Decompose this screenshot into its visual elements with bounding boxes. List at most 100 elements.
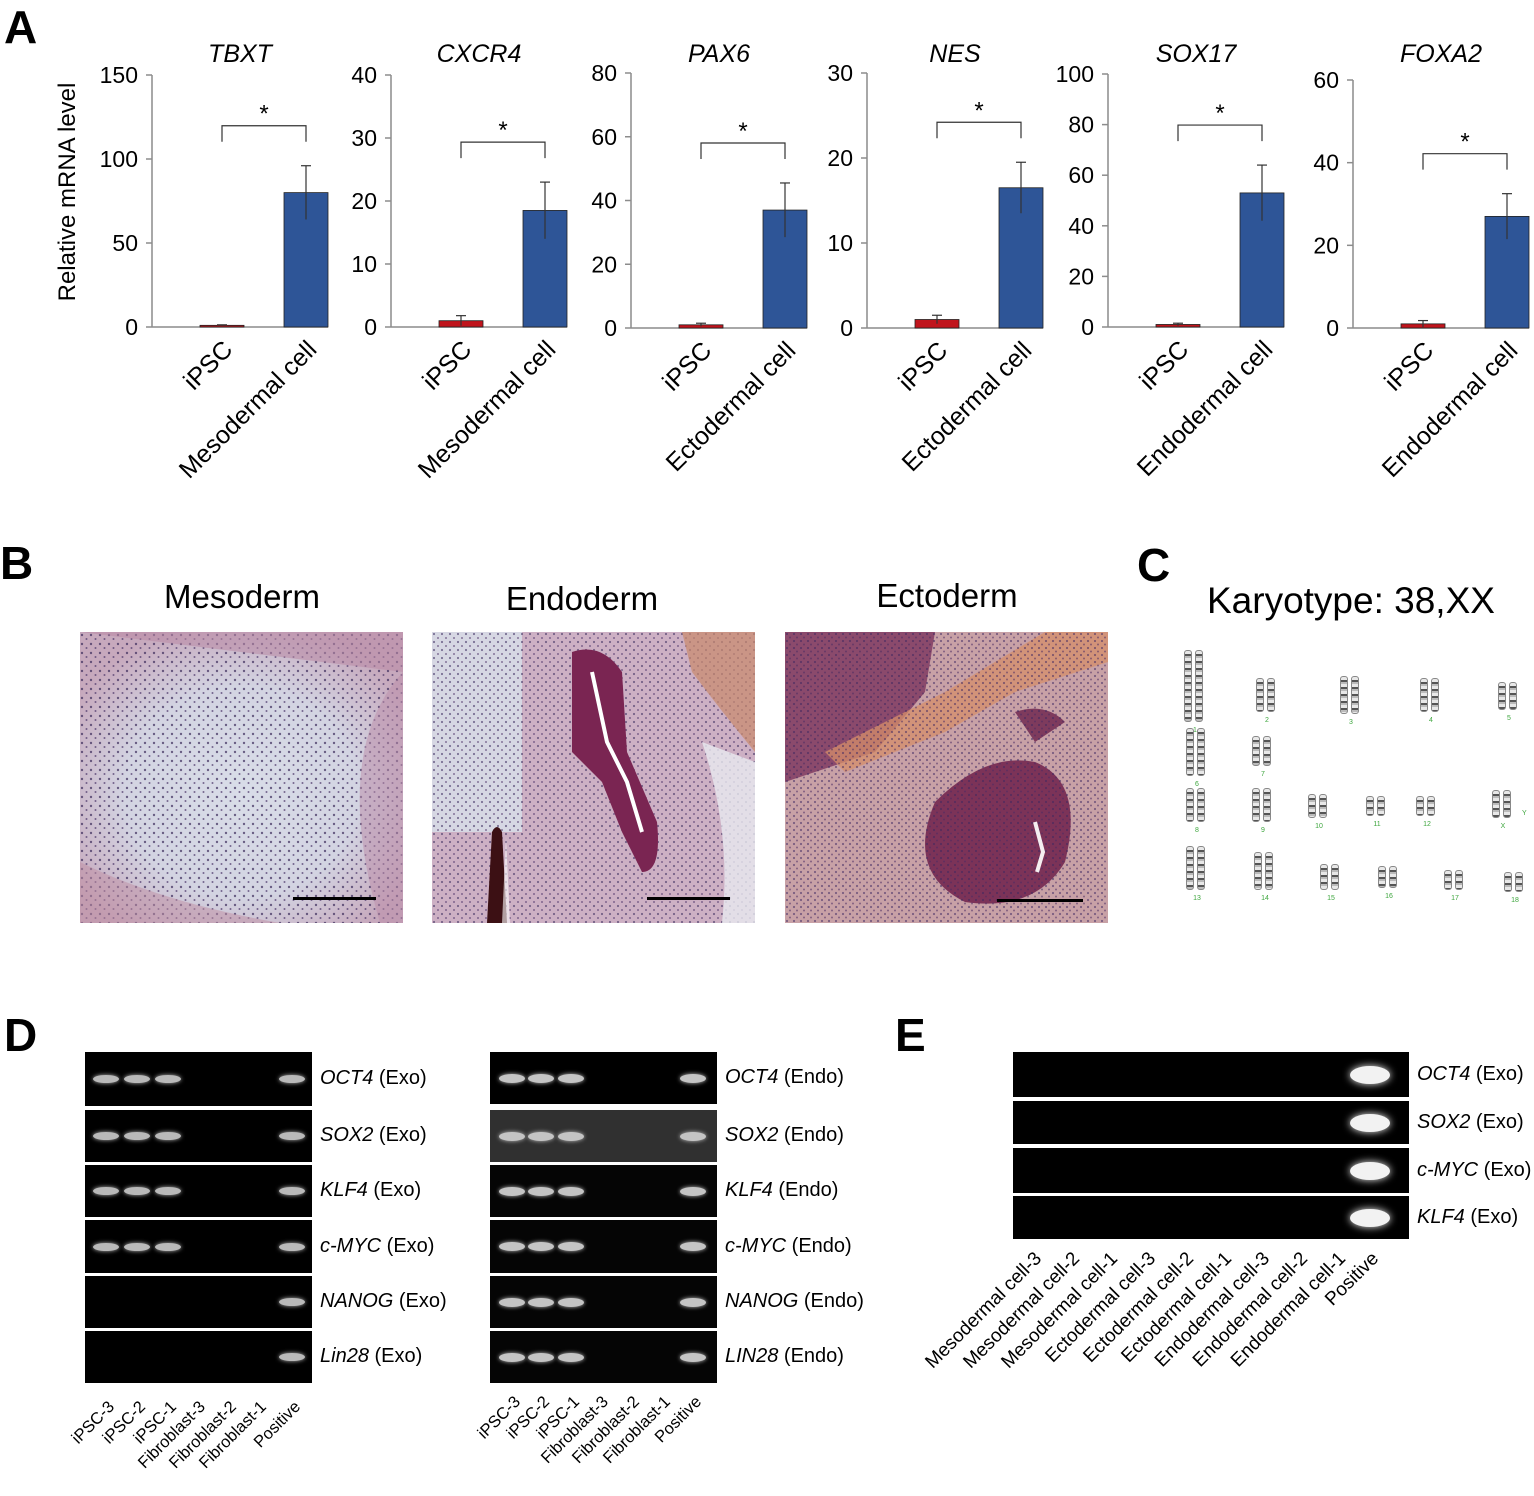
gel-row-label: SOX2 (Exo) (320, 1124, 427, 1146)
gel-band (528, 1352, 554, 1362)
scale-bar-mesoderm (293, 897, 376, 900)
significance-bracket (460, 141, 546, 159)
y-tick-label: 60 (1313, 67, 1339, 93)
y-tick-label: 80 (1068, 112, 1094, 138)
gel-band (279, 1298, 305, 1306)
y-tick-label: 10 (351, 251, 377, 277)
y-tick-label: 20 (1313, 232, 1339, 258)
gel-band (680, 1131, 706, 1141)
chromosome-label: 18 (1511, 897, 1519, 904)
x-tick-label: iPSC (417, 335, 477, 395)
gel-band (499, 1073, 525, 1083)
y-tick-label: 20 (591, 251, 617, 277)
chromosome (1267, 678, 1275, 712)
gel-band (499, 1297, 525, 1307)
y-tick-label: 20 (351, 188, 377, 214)
significance-bracket (1422, 153, 1508, 170)
gel-band (1350, 1208, 1390, 1227)
x-tick-label: iPSC (893, 336, 953, 396)
significance-star: * (498, 117, 507, 144)
chromosome (1431, 678, 1439, 712)
chromosome (1427, 796, 1435, 816)
chart-title: FOXA2 (1400, 40, 1482, 68)
karyotype-spread: 1 2 3 4 5 6 7 8 9 10 11 12 X Y 13 14 15 16 17 18 (1170, 640, 1530, 904)
chromosome-label: 13 (1193, 895, 1201, 902)
gel-band (155, 1075, 181, 1083)
scale-bar-endoderm (647, 897, 730, 900)
gel-strip-c-myc (490, 1220, 717, 1273)
y-tick-label: 40 (1068, 213, 1094, 239)
gel-band (155, 1187, 181, 1195)
chromosome-pair: 5 (1498, 682, 1520, 722)
gel-band (680, 1297, 706, 1307)
gel-band (279, 1353, 305, 1361)
gel-band (124, 1132, 150, 1140)
gel-band (124, 1187, 150, 1195)
chromosome-label: 10 (1315, 823, 1323, 830)
gel-row-label: SOX2 (Exo) (1417, 1110, 1524, 1133)
chromosome-pair: 2 (1256, 678, 1278, 724)
y-tick-label: 80 (591, 60, 617, 86)
gel-band (499, 1131, 525, 1141)
x-tick-label: iPSC (1134, 335, 1194, 395)
karyotype-title: Karyotype: 38,XX (1207, 580, 1495, 621)
chromosome (1184, 650, 1192, 722)
histology-title-endoderm: Endoderm (505, 580, 659, 617)
significance-star: * (1215, 100, 1224, 127)
gel-row-label: c-MYC (Exo) (1417, 1158, 1532, 1181)
significance-bracket (936, 121, 1022, 139)
y-tick-label: 60 (1068, 162, 1094, 188)
gel-row-label: KLF4 (Exo) (1417, 1205, 1519, 1228)
chromosome-label: 3 (1349, 719, 1353, 726)
chromosome-label: 2 (1265, 717, 1269, 724)
gel-band (558, 1186, 584, 1196)
chromosome-pair: X (1492, 790, 1514, 830)
chromosome-label: 5 (1507, 715, 1511, 722)
gel-band (279, 1075, 305, 1083)
x-tick-label: iPSC (1379, 336, 1439, 396)
gel-strip-c-myc (1013, 1148, 1409, 1193)
chromosome (1186, 728, 1194, 776)
gel-row-label: OCT4 (Exo) (1417, 1062, 1524, 1085)
chromosome-label: 17 (1451, 895, 1459, 902)
gel-strip-oct4 (490, 1052, 717, 1104)
chromosome-pair: 16 (1378, 866, 1400, 900)
gel-band (124, 1242, 150, 1251)
gel-band (124, 1075, 150, 1083)
y-tick-label: 0 (1081, 314, 1094, 340)
chart-title: TBXT (208, 40, 274, 68)
panel-e-letter: E (895, 1009, 926, 1061)
chromosome-pair: 10 (1308, 794, 1330, 830)
chromosome (1492, 790, 1500, 818)
y-tick-label: 10 (827, 230, 853, 256)
chromosome (1195, 650, 1203, 722)
chromosome (1351, 676, 1359, 714)
gel-band (1350, 1113, 1390, 1132)
gel-row-label: LIN28 (Endo) (725, 1345, 844, 1367)
chromosome-pair: 7 (1252, 736, 1274, 778)
chromosome (1366, 796, 1374, 816)
x-tick-label: iPSC (657, 336, 717, 396)
gel-band (1350, 1065, 1390, 1084)
chromosome-pair: 15 (1320, 864, 1342, 902)
gel-strip-nanog (490, 1276, 717, 1328)
chart-title: SOX17 (1156, 40, 1238, 68)
chromosome (1455, 870, 1463, 890)
chromosome-pair: 3 (1340, 676, 1362, 726)
chromosome (1197, 846, 1205, 890)
chromosome-pair: 9 (1252, 788, 1274, 834)
gel-band (279, 1187, 305, 1195)
gel-band (1350, 1161, 1390, 1180)
gel-strip-klf4 (1013, 1196, 1409, 1239)
histology-image-ectoderm (785, 632, 1108, 923)
chromosome (1186, 846, 1194, 890)
chromosome (1265, 852, 1273, 890)
gel-band (93, 1075, 119, 1083)
gel-strip-sox2 (1013, 1101, 1409, 1144)
gel-band (155, 1242, 181, 1251)
gel-band (93, 1132, 119, 1140)
